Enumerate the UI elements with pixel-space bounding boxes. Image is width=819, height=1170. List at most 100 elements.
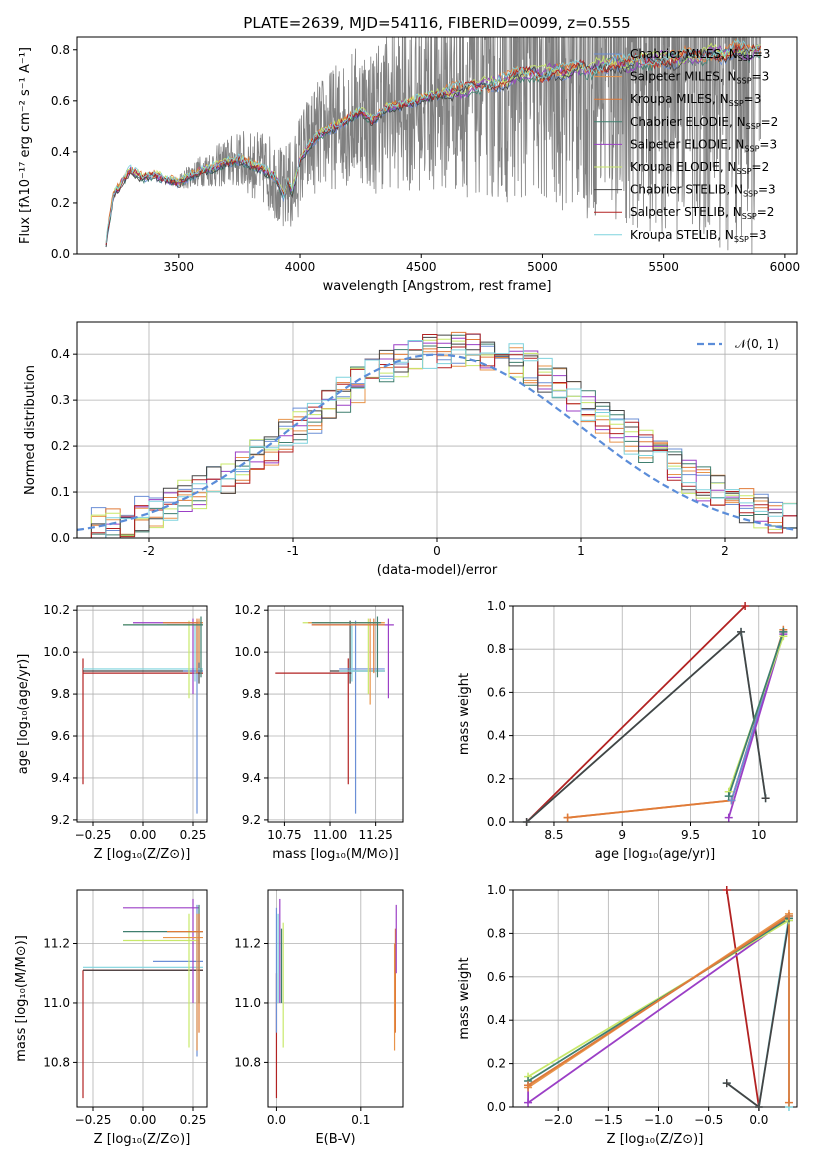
axes-frame	[76, 36, 798, 255]
axes-frame	[512, 889, 798, 1108]
x-tick-label: 3500	[164, 260, 195, 274]
axes-frame	[267, 889, 404, 1108]
weight-marker	[779, 627, 788, 636]
x-tick-label: 4500	[406, 260, 437, 274]
legend-subscript: SSP	[737, 167, 752, 176]
y-tick-label: 0.2	[487, 772, 506, 786]
spectrum-panel: 3500 4000 4500 5000 5500 6000 0.0 0.2 0.4 0.6 0.8 w…	[18, 36, 801, 294]
y-tick-label: 0.0	[51, 531, 70, 545]
y-axis-label: age [log₁₀(age/yr)]	[16, 654, 31, 775]
weight-marker	[563, 813, 572, 822]
y-tick-label: 10.2	[234, 603, 261, 617]
legend-count: =2	[752, 160, 770, 174]
y-tick-label: 0.4	[487, 729, 506, 743]
x-tick-label: 0.0	[749, 1113, 768, 1127]
y-tick-label: 9.6	[242, 729, 261, 743]
weight-marker	[784, 1098, 793, 1107]
x-tick-label: −2.0	[544, 1113, 573, 1127]
x-tick-label: 4000	[285, 260, 316, 274]
x-axis-label: mass [log₁₀(M/M⊙)]	[272, 847, 399, 862]
weight-series-line	[726, 915, 790, 1107]
y-tick-label: 0.6	[487, 685, 506, 699]
y-tick-label: 0.2	[51, 196, 70, 210]
x-tick-label: 5500	[648, 260, 679, 274]
y-tick-label: 10.8	[43, 1055, 70, 1069]
x-tick-label: 0.25	[180, 1113, 207, 1127]
y-tick-label: 1.0	[487, 599, 506, 613]
legend-count: =3	[758, 183, 776, 197]
y-tick-label: 10.8	[234, 1055, 261, 1069]
weight-marker	[524, 1081, 533, 1090]
weight-marker	[722, 1079, 731, 1088]
residual-histogram-step	[77, 333, 797, 538]
x-tick-label: 0.1	[351, 1113, 370, 1127]
legend-entry: Kroupa MILES, NSSP=3	[630, 92, 761, 108]
y-tick-label: 0.3	[51, 393, 70, 407]
legend-entry: 𝒩(0, 1)	[735, 337, 779, 351]
metallicity-age-panel: −0.25 0.00 0.25 9.2 9.4 9.6 9.8 10.0 10.2 Z [log₁…	[16, 603, 208, 862]
axes-frame	[76, 889, 208, 1108]
x-tick-label: -1	[287, 544, 299, 558]
x-tick-label: 0.00	[130, 1113, 157, 1127]
weight-marker	[724, 813, 733, 822]
weight-marker	[722, 886, 731, 894]
ebv-mass-panel: 0.0 0.1 10.8 11.0 11.2 E(B-V)	[234, 889, 404, 1147]
normal-curve-line	[77, 353, 795, 531]
x-tick-label: −1.0	[644, 1113, 673, 1127]
y-tick-label: 1.0	[487, 883, 506, 897]
model-spectrum-line	[105, 42, 761, 244]
x-tick-label: 10.75	[267, 828, 301, 842]
y-axis-label: mass weight	[457, 957, 472, 1039]
plot-area	[105, 37, 761, 254]
y-tick-label: 0.1	[51, 485, 70, 499]
y-axis-label: mass [log₁₀(M/M⊙)]	[14, 935, 29, 1062]
x-tick-label: 8.5	[544, 828, 563, 842]
x-axis-label: E(B-V)	[315, 1132, 355, 1147]
x-tick-label: 1	[577, 544, 585, 558]
metallicity-weight-panel: −2.0 −1.5 −1.0 −0.5 0.0 0.0 0.2 0.4 0.6 0.8 1.0 Z […	[457, 883, 798, 1147]
legend-count: =3	[752, 70, 770, 84]
weight-series-line	[726, 920, 790, 1107]
x-tick-label: 11.25	[358, 828, 392, 842]
weight-series-line	[526, 606, 746, 822]
legend-entry: Salpeter ELODIE, NSSP=3	[630, 137, 777, 153]
x-tick-label: 5000	[527, 260, 558, 274]
y-tick-label: 10.0	[43, 645, 70, 659]
spectrum-legend: Chabrier MILES, NSSP=3 Salpeter MILES, NS…	[594, 47, 778, 244]
legend-count: =2	[761, 115, 779, 129]
y-tick-label: 9.8	[51, 687, 70, 701]
legend-count: =3	[744, 92, 762, 106]
observed-spectrum-line	[105, 37, 761, 254]
x-tick-label: −1.5	[594, 1113, 623, 1127]
x-tick-label: 0.0	[267, 1113, 286, 1127]
x-tick-label: 0.25	[180, 828, 207, 842]
legend-entry: Chabrier MILES, NSSP=3	[630, 47, 770, 63]
weight-marker	[754, 1103, 763, 1111]
residual-histogram-step	[77, 334, 797, 538]
x-tick-label: 11.00	[313, 828, 347, 842]
y-axis-label: Flux [fλ10⁻¹⁷ erg cm⁻² s⁻¹ A⁻¹]	[18, 47, 33, 244]
x-tick-label: 9	[618, 828, 626, 842]
weight-series-line	[567, 631, 785, 819]
x-axis-label: Z [log₁₀(Z/Z⊙)]	[94, 847, 191, 862]
legend-subscript: SSP	[729, 99, 744, 108]
weight-marker	[724, 792, 733, 801]
model-spectrum-line	[105, 38, 761, 244]
axes-frame	[267, 605, 404, 823]
y-tick-label: 11.2	[234, 937, 261, 951]
weight-marker	[761, 794, 770, 803]
x-tick-label: -2	[143, 544, 155, 558]
residual-histogram-step	[77, 334, 797, 538]
plot-area	[77, 331, 797, 538]
legend-subscript: SSP	[746, 122, 761, 131]
x-axis-label: Z [log₁₀(Z/Z⊙)]	[94, 1132, 191, 1147]
residual-histogram-step	[77, 340, 797, 538]
y-tick-label: 10.2	[43, 603, 70, 617]
model-spectrum-line	[105, 44, 761, 246]
y-axis-label: Normed distribution	[23, 365, 38, 495]
x-tick-label: 0	[433, 544, 441, 558]
x-tick-label: 6000	[770, 260, 801, 274]
y-tick-label: 9.2	[51, 813, 70, 827]
axes-frame	[512, 605, 798, 823]
